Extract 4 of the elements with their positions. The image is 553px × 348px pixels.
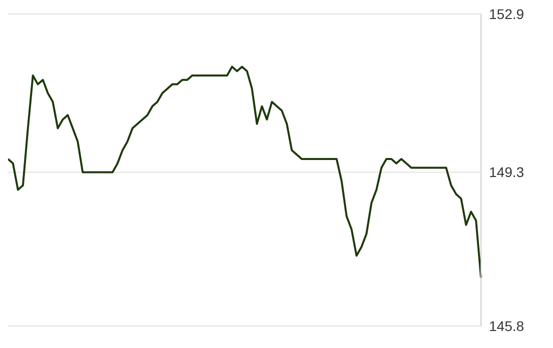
y-tick-label: 145.8 bbox=[489, 318, 524, 334]
y-tick-label: 149.3 bbox=[489, 164, 524, 180]
line-series bbox=[8, 66, 482, 279]
y-tick-label: 152.9 bbox=[489, 6, 524, 22]
